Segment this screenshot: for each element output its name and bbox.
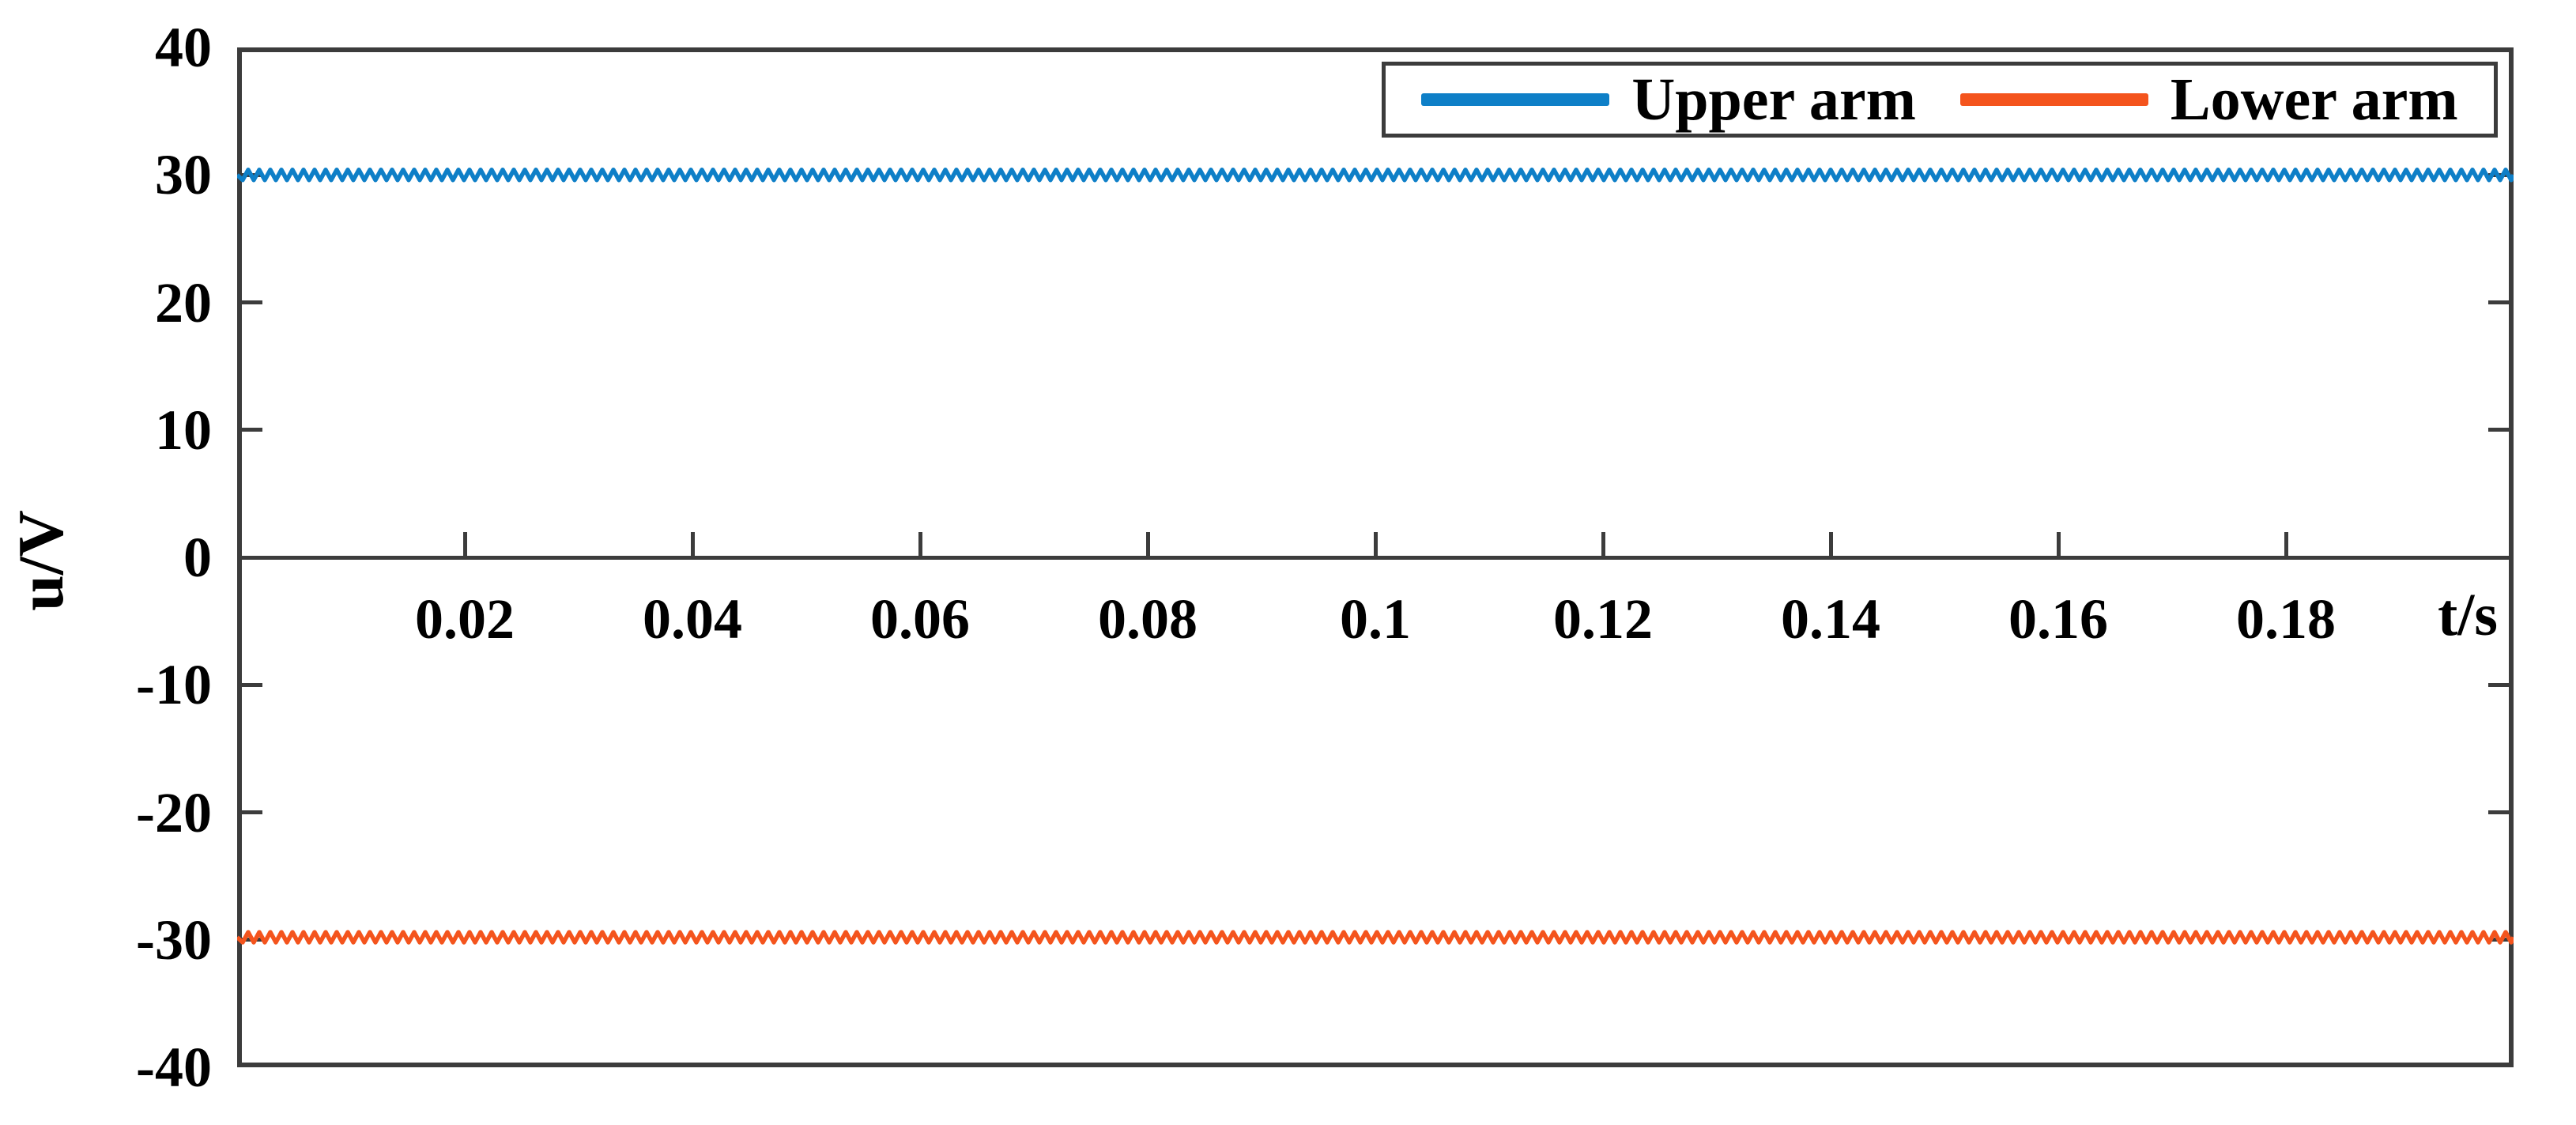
x-tick-label-0.06: 0.06 — [870, 587, 970, 651]
y-tick-right-20 — [2488, 300, 2514, 304]
y-tick-left-10 — [237, 428, 262, 432]
x-tick-label-0.18: 0.18 — [2236, 587, 2336, 651]
legend-entry-lower-arm: Lower arm — [1959, 66, 2458, 133]
legend-label-upper-arm: Upper arm — [1631, 66, 1916, 133]
y-tick-right--10 — [2488, 682, 2514, 687]
x-tick-label-0.04: 0.04 — [643, 587, 742, 651]
y-tick-left-20 — [237, 300, 262, 304]
series-line-lower-arm — [237, 930, 2514, 945]
series-line-upper-arm — [237, 168, 2514, 183]
x-tick-0.1 — [1373, 532, 1378, 557]
y-tick-label-20: 20 — [155, 270, 212, 334]
x-axis-label: t/s — [2438, 582, 2498, 648]
y-tick-left-0 — [237, 555, 262, 560]
legend-entry-upper-arm: Upper arm — [1421, 70, 1916, 130]
y-tick-label-0: 0 — [183, 526, 212, 589]
y-tick-right-0 — [2488, 555, 2514, 560]
series-plot-area — [237, 168, 2514, 945]
x-tick-0.18 — [2284, 532, 2288, 557]
x-tick-label-0.14: 0.14 — [1781, 587, 1880, 651]
x-tick-label-0.1: 0.1 — [1340, 587, 1411, 651]
x-tick-label-0.08: 0.08 — [1098, 587, 1197, 651]
legend: Upper arm Lower arm — [1382, 62, 2498, 138]
x-tick-0.06 — [918, 532, 922, 557]
x-tick-0.16 — [2056, 532, 2061, 557]
upper-arm-line-sample-icon — [1421, 93, 1610, 106]
y-tick-label-40: 40 — [155, 16, 212, 79]
y-tick-left--10 — [237, 682, 262, 687]
x-tick-0.14 — [1828, 532, 1833, 557]
x-tick-0.08 — [1145, 532, 1150, 557]
y-tick-label--40: -40 — [136, 1036, 212, 1099]
x-tick-label-0.12: 0.12 — [1553, 587, 1653, 651]
y-tick-label--30: -30 — [136, 908, 212, 972]
x-tick-0.02 — [462, 532, 467, 557]
y-axis-label: u/V — [5, 510, 77, 611]
x-tick-0.12 — [1601, 532, 1605, 557]
x-axis-zero-line — [237, 556, 2514, 560]
y-tick-right--20 — [2488, 810, 2514, 814]
y-tick-left--30 — [237, 938, 262, 942]
y-tick-label--20: -20 — [136, 780, 212, 844]
x-tick-0.04 — [690, 532, 695, 557]
legend-label-lower-arm: Lower arm — [2170, 66, 2458, 133]
lower-arm-line-sample-icon — [1959, 93, 2148, 106]
x-tick-label-0.16: 0.16 — [2008, 587, 2108, 651]
x-tick-label-0.02: 0.02 — [415, 587, 515, 651]
y-tick-left--20 — [237, 810, 262, 814]
y-tick-label-30: 30 — [155, 143, 212, 207]
y-tick-label--10: -10 — [136, 653, 212, 717]
y-tick-label-10: 10 — [155, 398, 212, 462]
y-tick-right-10 — [2488, 428, 2514, 432]
